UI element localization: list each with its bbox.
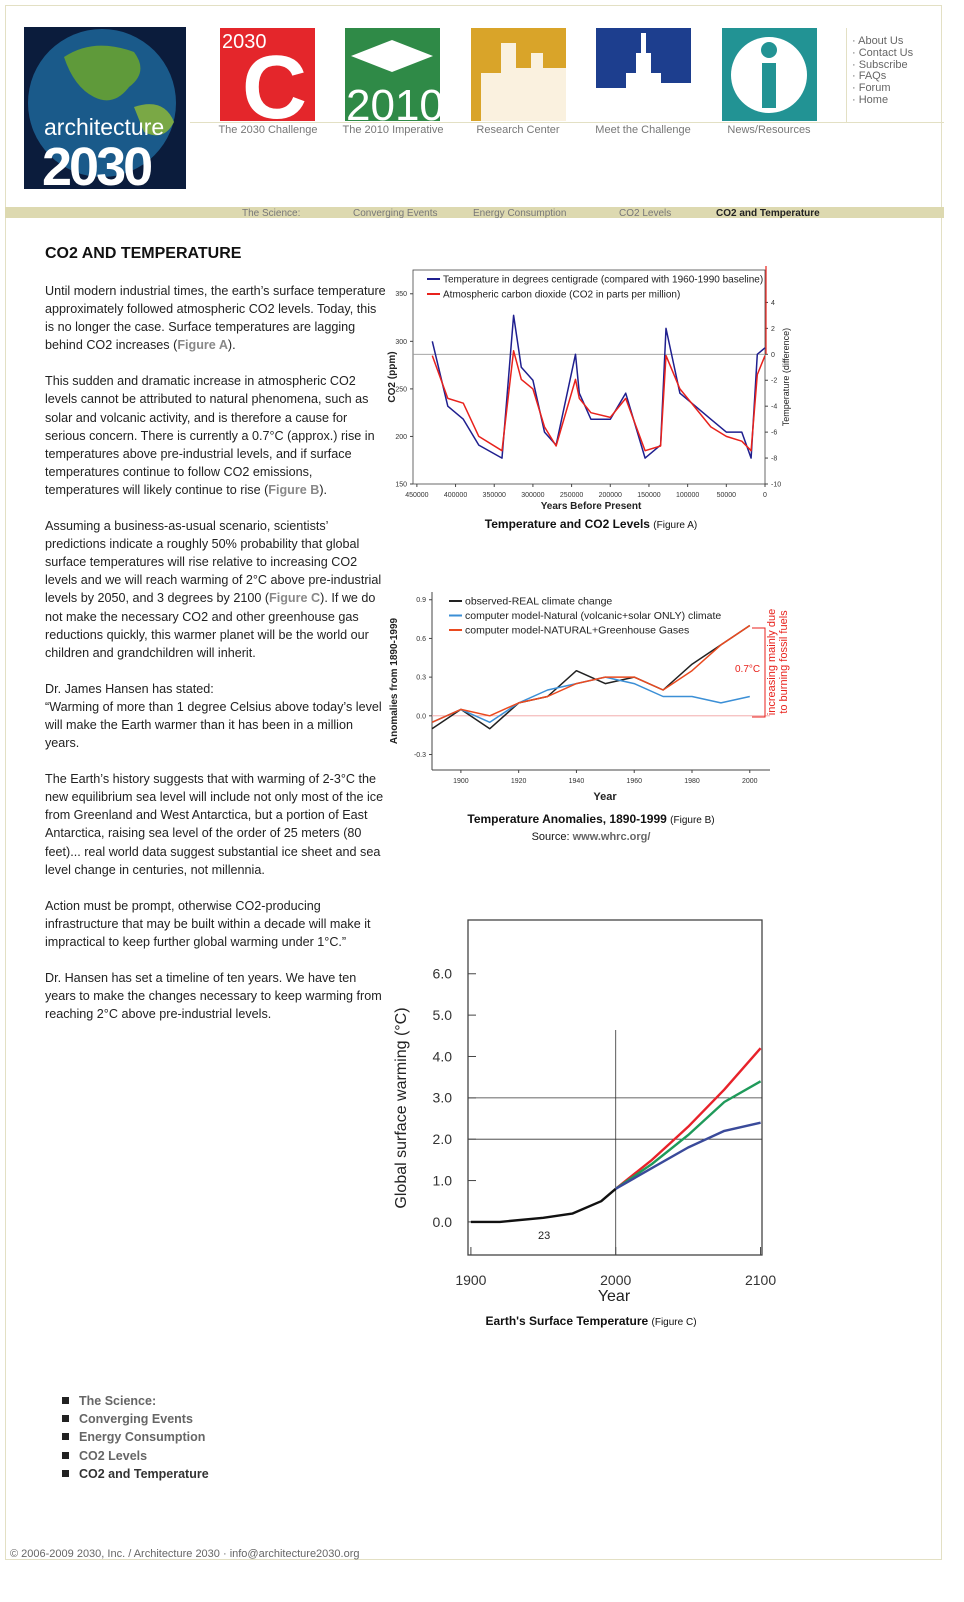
caption-title: Temperature Anomalies, 1890-1999 bbox=[467, 812, 666, 826]
y-tick-label: 3.0 bbox=[433, 1090, 453, 1106]
y-tick-label: -0.3 bbox=[414, 752, 426, 759]
sidebar-item[interactable]: Energy Consumption bbox=[62, 1428, 209, 1446]
series-line bbox=[471, 1189, 616, 1222]
y2-tick-label: -8 bbox=[771, 456, 777, 463]
series-line bbox=[432, 351, 765, 451]
x-tick-label: 1960 bbox=[626, 778, 642, 785]
y2-axis-label: Temperature (difference) bbox=[781, 328, 791, 426]
x-tick-label: 2000 bbox=[600, 1272, 631, 1288]
y2-tick-label: 0 bbox=[771, 352, 775, 359]
y-tick-label: 350 bbox=[395, 291, 407, 298]
y-axis-label: CO2 (ppm) bbox=[387, 351, 398, 402]
y2-tick-label: -10 bbox=[771, 481, 781, 488]
x-tick-label: 450000 bbox=[405, 492, 428, 499]
x-tick-label: 300000 bbox=[521, 492, 544, 499]
annotation: 23 bbox=[538, 1230, 550, 1242]
y-axis-label: Global surface warming (°C) bbox=[393, 1007, 410, 1208]
x-axis-label: Year bbox=[598, 1288, 631, 1305]
figure-caption: Temperature and CO2 Levels (Figure A) bbox=[381, 517, 801, 531]
y2-tick-label: 4 bbox=[771, 300, 775, 307]
y2-tick-label: -2 bbox=[771, 378, 777, 385]
y-tick-label: 4.0 bbox=[433, 1048, 453, 1064]
legend-label: observed-REAL climate change bbox=[465, 596, 612, 608]
y-tick-label: 150 bbox=[395, 481, 407, 488]
x-tick-label: 250000 bbox=[560, 492, 583, 499]
annotation: increasing mainly due bbox=[766, 609, 778, 715]
y2-tick-label: -6 bbox=[771, 430, 777, 437]
sidebar-list: The Science:Converging EventsEnergy Cons… bbox=[62, 1392, 209, 1483]
x-axis-label: Year bbox=[593, 791, 617, 803]
series-line bbox=[432, 626, 750, 723]
x-tick-label: 200000 bbox=[599, 492, 622, 499]
legend-label: Atmospheric carbon dioxide (CO2 in parts… bbox=[443, 290, 680, 301]
y-tick-label: 200 bbox=[395, 434, 407, 441]
sidebar-item[interactable]: Converging Events bbox=[62, 1410, 209, 1428]
x-tick-label: 2100 bbox=[745, 1272, 776, 1288]
legend-label: Temperature in degrees centigrade (compa… bbox=[443, 275, 763, 286]
source-link[interactable]: www.whrc.org/ bbox=[573, 831, 651, 843]
series-line bbox=[616, 1048, 761, 1189]
y-tick-label: 1.0 bbox=[433, 1172, 453, 1188]
caption-label: (Figure C) bbox=[652, 1317, 697, 1328]
figure-caption: Earth's Surface Temperature (Figure C) bbox=[381, 1314, 801, 1328]
caption-title: Temperature and CO2 Levels bbox=[485, 517, 650, 531]
x-axis-label: Years Before Present bbox=[541, 501, 642, 512]
page: architecture 2030 2030 C 2010 The 2030 C… bbox=[0, 0, 964, 1602]
caption-title: Earth's Surface Temperature bbox=[485, 1314, 648, 1328]
series-line bbox=[616, 1123, 761, 1189]
footer: © 2006-2009 2030, Inc. / Architecture 20… bbox=[10, 1548, 360, 1560]
x-tick-label: 2000 bbox=[742, 778, 758, 785]
y-tick-label: 0.9 bbox=[416, 597, 426, 604]
x-tick-label: 1900 bbox=[455, 1272, 486, 1288]
x-tick-label: 150000 bbox=[637, 492, 660, 499]
caption-label: (Figure A) bbox=[653, 520, 697, 531]
annotation: 0.7°C bbox=[735, 664, 760, 675]
y-axis-label: Anomalies from 1890-1999 bbox=[389, 617, 400, 744]
x-tick-label: 1940 bbox=[569, 778, 585, 785]
x-tick-label: 1900 bbox=[453, 778, 469, 785]
y-tick-label: 300 bbox=[395, 339, 407, 346]
plot-frame bbox=[413, 270, 765, 484]
y-tick-label: 2.0 bbox=[433, 1131, 453, 1147]
y-tick-label: 0.0 bbox=[433, 1214, 453, 1230]
sidebar-item[interactable]: CO2 Levels bbox=[62, 1447, 209, 1465]
figure-source: Source: www.whrc.org/ bbox=[381, 831, 801, 843]
sidebar-item[interactable]: CO2 and Temperature bbox=[62, 1465, 209, 1483]
sidebar-item[interactable]: The Science: bbox=[62, 1392, 209, 1410]
y-tick-label: 0.0 bbox=[416, 713, 426, 720]
x-tick-label: 100000 bbox=[676, 492, 699, 499]
source-label: Source: bbox=[532, 831, 570, 843]
y-tick-label: 0.3 bbox=[416, 675, 426, 682]
x-tick-label: 1920 bbox=[511, 778, 527, 785]
x-tick-label: 50000 bbox=[717, 492, 737, 499]
annotation: to burning fossil fuels bbox=[778, 610, 790, 714]
plot-frame bbox=[468, 920, 762, 1255]
x-tick-label: 1980 bbox=[684, 778, 700, 785]
legend-label: computer model-Natural (volcanic+solar O… bbox=[465, 610, 721, 622]
figures: 4500004000003500003000002500002000001500… bbox=[0, 0, 964, 1602]
y-tick-label: 6.0 bbox=[433, 966, 453, 982]
y-tick-label: 0.6 bbox=[416, 636, 426, 643]
figure-caption: Temperature Anomalies, 1890-1999 (Figure… bbox=[381, 812, 801, 826]
x-tick-label: 350000 bbox=[483, 492, 506, 499]
y-tick-label: 5.0 bbox=[433, 1007, 453, 1023]
y2-tick-label: -4 bbox=[771, 404, 777, 411]
x-tick-label: 0 bbox=[763, 492, 767, 499]
series-line bbox=[432, 315, 765, 458]
legend-label: computer model-NATURAL+Greenhouse Gases bbox=[465, 625, 689, 637]
caption-label: (Figure B) bbox=[670, 815, 714, 826]
x-tick-label: 400000 bbox=[444, 492, 467, 499]
series-line bbox=[616, 1081, 761, 1189]
y2-tick-label: 2 bbox=[771, 326, 775, 333]
